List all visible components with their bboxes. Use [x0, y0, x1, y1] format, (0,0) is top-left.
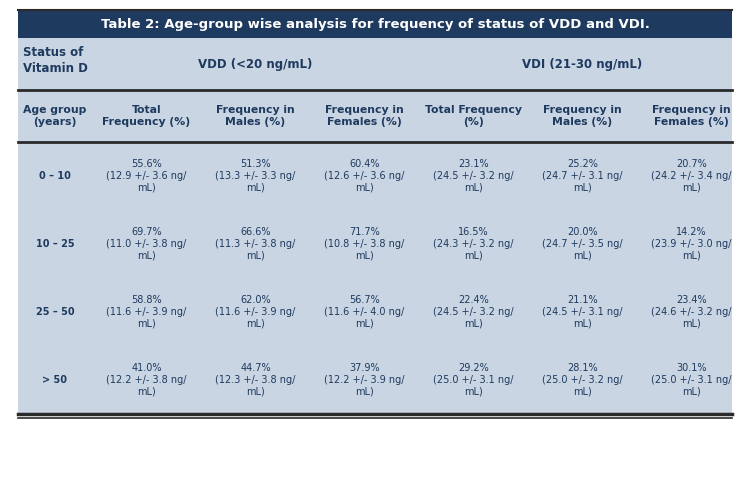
Bar [18, 346, 732, 414]
Text: Status of
Vitamin D: Status of Vitamin D [23, 46, 88, 74]
Text: 56.7%
(11.6 +/- 4.0 ng/
mL): 56.7% (11.6 +/- 4.0 ng/ mL) [324, 295, 405, 329]
Bar [18, 10, 732, 38]
Text: 0 – 10: 0 – 10 [39, 171, 71, 181]
Bar [18, 210, 732, 278]
Text: 71.7%
(10.8 +/- 3.8 ng/
mL): 71.7% (10.8 +/- 3.8 ng/ mL) [324, 228, 405, 260]
Text: 14.2%
(23.9 +/- 3.0 ng/
mL): 14.2% (23.9 +/- 3.0 ng/ mL) [651, 228, 732, 260]
Text: Frequency in
Females (%): Frequency in Females (%) [652, 105, 730, 127]
Bar [18, 142, 732, 210]
Bar [18, 38, 732, 90]
Text: 66.6%
(11.3 +/- 3.8 ng/
mL): 66.6% (11.3 +/- 3.8 ng/ mL) [215, 228, 296, 260]
Text: 60.4%
(12.6 +/- 3.6 ng/
mL): 60.4% (12.6 +/- 3.6 ng/ mL) [324, 159, 405, 193]
Text: 41.0%
(12.2 +/- 3.8 ng/
mL): 41.0% (12.2 +/- 3.8 ng/ mL) [106, 363, 187, 397]
Text: 22.4%
(24.5 +/- 3.2 ng/
mL): 22.4% (24.5 +/- 3.2 ng/ mL) [433, 295, 514, 329]
Text: Total Frequency
(%): Total Frequency (%) [425, 105, 522, 127]
Text: 25.2%
(24.7 +/- 3.1 ng/
mL): 25.2% (24.7 +/- 3.1 ng/ mL) [542, 159, 622, 193]
Text: 37.9%
(12.2 +/- 3.9 ng/
mL): 37.9% (12.2 +/- 3.9 ng/ mL) [324, 363, 405, 397]
Text: 55.6%
(12.9 +/- 3.6 ng/
mL): 55.6% (12.9 +/- 3.6 ng/ mL) [106, 159, 187, 193]
Text: 30.1%
(25.0 +/- 3.1 ng/
mL): 30.1% (25.0 +/- 3.1 ng/ mL) [651, 363, 732, 397]
Text: 58.8%
(11.6 +/- 3.9 ng/
mL): 58.8% (11.6 +/- 3.9 ng/ mL) [106, 295, 187, 329]
Bar [18, 278, 732, 346]
Text: Frequency in
Females (%): Frequency in Females (%) [326, 105, 404, 127]
Text: 20.0%
(24.7 +/- 3.5 ng/
mL): 20.0% (24.7 +/- 3.5 ng/ mL) [542, 228, 622, 260]
Text: 69.7%
(11.0 +/- 3.8 ng/
mL): 69.7% (11.0 +/- 3.8 ng/ mL) [106, 228, 187, 260]
Text: 16.5%
(24.3 +/- 3.2 ng/
mL): 16.5% (24.3 +/- 3.2 ng/ mL) [433, 228, 514, 260]
Text: 23.1%
(24.5 +/- 3.2 ng/
mL): 23.1% (24.5 +/- 3.2 ng/ mL) [433, 159, 514, 193]
Text: 20.7%
(24.2 +/- 3.4 ng/
mL): 20.7% (24.2 +/- 3.4 ng/ mL) [651, 159, 732, 193]
Text: Age group
(years): Age group (years) [23, 105, 87, 127]
Bar [18, 90, 732, 142]
Text: Frequency in
Males (%): Frequency in Males (%) [543, 105, 622, 127]
Text: 25 – 50: 25 – 50 [36, 307, 74, 317]
Text: > 50: > 50 [43, 375, 68, 385]
Text: Frequency in
Males (%): Frequency in Males (%) [216, 105, 295, 127]
Text: Total
Frequency (%): Total Frequency (%) [103, 105, 190, 127]
Text: Table 2: Age-group wise analysis for frequency of status of VDD and VDI.: Table 2: Age-group wise analysis for fre… [100, 17, 650, 30]
Text: 10 – 25: 10 – 25 [36, 239, 74, 249]
Text: 21.1%
(24.5 +/- 3.1 ng/
mL): 21.1% (24.5 +/- 3.1 ng/ mL) [542, 295, 622, 329]
Text: 23.4%
(24.6 +/- 3.2 ng/
mL): 23.4% (24.6 +/- 3.2 ng/ mL) [651, 295, 732, 329]
Text: 51.3%
(13.3 +/- 3.3 ng/
mL): 51.3% (13.3 +/- 3.3 ng/ mL) [215, 159, 296, 193]
Text: 29.2%
(25.0 +/- 3.1 ng/
mL): 29.2% (25.0 +/- 3.1 ng/ mL) [433, 363, 514, 397]
Text: 44.7%
(12.3 +/- 3.8 ng/
mL): 44.7% (12.3 +/- 3.8 ng/ mL) [215, 363, 296, 397]
Text: 62.0%
(11.6 +/- 3.9 ng/
mL): 62.0% (11.6 +/- 3.9 ng/ mL) [215, 295, 296, 329]
Text: VDD (<20 ng/mL): VDD (<20 ng/mL) [198, 57, 313, 70]
Text: VDI (21-30 ng/mL): VDI (21-30 ng/mL) [522, 57, 643, 70]
Text: 28.1%
(25.0 +/- 3.2 ng/
mL): 28.1% (25.0 +/- 3.2 ng/ mL) [542, 363, 622, 397]
